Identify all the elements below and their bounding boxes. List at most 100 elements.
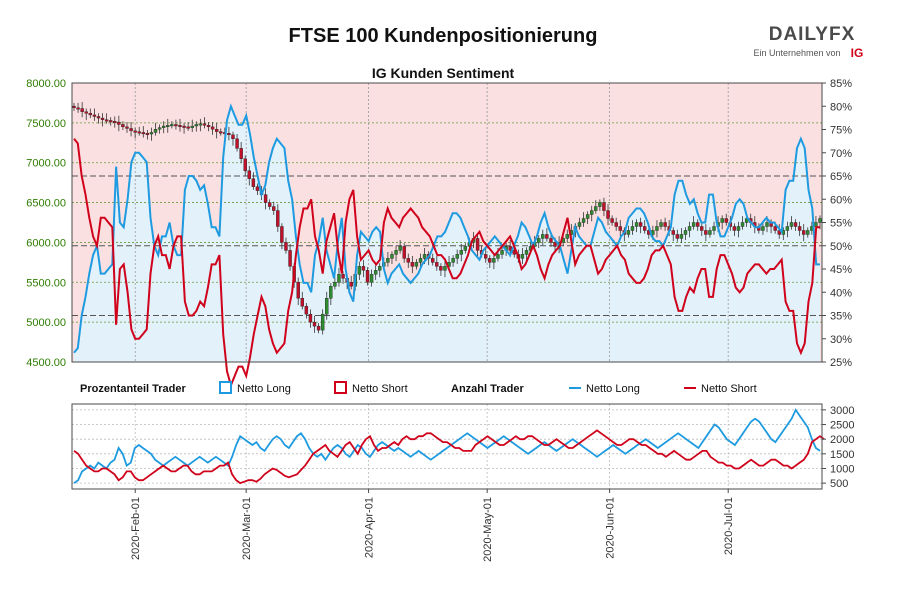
price-tick-label: 7000.00 (26, 158, 66, 170)
candle-body (761, 226, 765, 231)
candle-body (206, 125, 211, 128)
candle-body (443, 266, 447, 271)
candle-body (565, 234, 569, 239)
candle-body (545, 234, 549, 239)
candle-body (300, 298, 304, 307)
candle-body (765, 222, 769, 227)
date-tick-label: 2020-Apr-01 (364, 497, 376, 558)
candle-body (484, 254, 488, 259)
candle-body (80, 108, 84, 112)
candle-body (696, 222, 700, 227)
candle-body (243, 158, 247, 171)
candle-body (267, 202, 272, 207)
candle-body (210, 126, 215, 130)
count-axis: 3000 2500 2000 1500 1000 500 (822, 405, 854, 490)
candle-body (386, 258, 390, 263)
candle-body (687, 226, 692, 231)
bottom-plot-frame (71, 403, 823, 490)
candle-body (581, 218, 586, 223)
legend-pct-short-swatch (334, 381, 347, 394)
candle-body (732, 226, 737, 231)
candle-body (793, 222, 798, 227)
candle-body (553, 242, 557, 247)
candle-body (594, 206, 598, 211)
price-tick-label: 5000.00 (26, 317, 66, 329)
candle-body (740, 222, 745, 227)
candle-body (137, 131, 141, 134)
candle-body (284, 242, 288, 251)
candle-body (818, 218, 822, 223)
candle-body (679, 234, 684, 239)
candle-body (190, 125, 194, 128)
candle-body (141, 132, 146, 135)
candle-body (251, 178, 256, 187)
candle-body (398, 246, 402, 251)
legend-pct-long-swatch (219, 381, 232, 394)
candle-body (121, 124, 125, 128)
candle-body (361, 266, 366, 271)
candle-body (618, 226, 622, 231)
brand-ig: IG (851, 46, 864, 60)
bottom-plot-bg (72, 404, 822, 489)
candle-body (524, 250, 529, 255)
count-tick-label: 500 (830, 478, 848, 490)
percent-tick-label: 65% (830, 171, 852, 183)
date-tick-label: 2020-Jul-01 (723, 497, 735, 555)
price-tick-label: 6000.00 (26, 237, 66, 249)
candle-body (133, 130, 137, 133)
candle-body (492, 258, 496, 263)
legend: Prozentanteil Trader Netto Long Netto Sh… (80, 381, 757, 395)
candle-body (402, 246, 406, 259)
candle-body (488, 258, 492, 263)
candle-body (357, 266, 362, 275)
date-axis: 2020-Feb-01 2020-Mar-01 2020-Apr-01 2020-Ma… (130, 489, 735, 562)
candle-body (337, 274, 341, 283)
candle-body (712, 226, 716, 231)
brand-logo: DAILYFX Ein Unternehmen von IG (753, 24, 863, 60)
candle-body (178, 125, 182, 127)
candle-body (663, 222, 667, 227)
candle-body (394, 250, 398, 255)
candle-body (198, 123, 203, 126)
candle-body (390, 254, 394, 259)
percent-tick-label: 45% (830, 264, 852, 276)
count-tick-label: 3000 (830, 405, 854, 417)
candle-body (704, 230, 708, 235)
candle-body (125, 126, 129, 129)
candle-body (463, 246, 468, 251)
candle-body (675, 234, 680, 239)
date-tick-label: 2020-Mar-01 (241, 497, 253, 560)
candle-body (117, 121, 121, 125)
candle-body (341, 274, 345, 279)
candle-body (280, 226, 284, 243)
percent-tick-label: 80% (830, 101, 852, 113)
percent-axis: 85% 80% 75% 70% 65% 60% 55% 50% 45% 40% 35% 30% 25% (822, 78, 852, 369)
candle-body (598, 202, 602, 207)
legend-pct-long-label: Netto Long (237, 383, 291, 395)
candle-body (227, 133, 231, 136)
price-axis: 8000.00 7500.00 7000.00 6500.00 6000.00 5500.… (26, 78, 66, 369)
percent-tick-label: 60% (830, 194, 852, 206)
count-tick-label: 2000 (830, 434, 854, 446)
candle-body (435, 262, 439, 267)
candle-body (626, 230, 631, 235)
candle-body (406, 258, 410, 263)
candle-body (410, 262, 415, 267)
date-tick-label: 2020-Feb-01 (130, 497, 142, 560)
candle-body (724, 218, 728, 223)
candle-body (373, 270, 378, 275)
candle-body (422, 254, 427, 259)
legend-count-long-label: Netto Long (586, 383, 640, 395)
net-short-pct-line (73, 138, 820, 389)
candle-body (104, 119, 109, 122)
candle-body (72, 105, 76, 108)
candle-body (333, 282, 337, 287)
candle-body (296, 282, 300, 299)
brand-dailyfx: DAILYFX (769, 24, 856, 45)
net-long-count-line (73, 408, 821, 484)
candle-body (590, 210, 594, 215)
candle-body (459, 250, 463, 255)
price-tick-label: 4500.00 (26, 357, 66, 369)
